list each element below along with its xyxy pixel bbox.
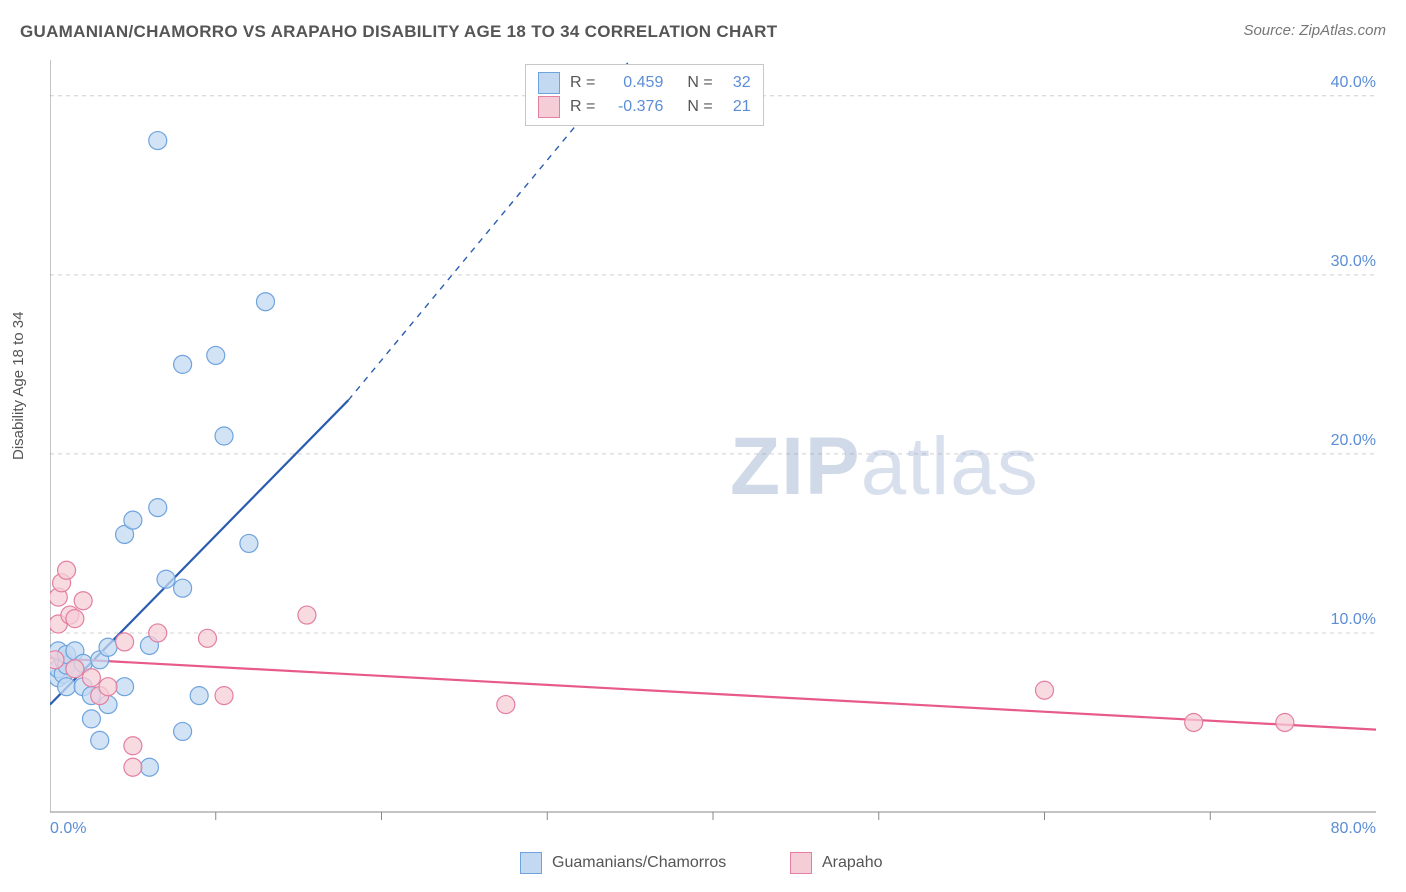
y-tick-label: 40.0%	[1331, 74, 1376, 92]
y-tick-label: 20.0%	[1331, 432, 1376, 450]
r-value: 0.459	[605, 74, 663, 92]
legend-label: Arapaho	[822, 854, 883, 872]
n-value: 21	[723, 98, 751, 116]
r-label: R =	[570, 74, 595, 92]
chart-title: GUAMANIAN/CHAMORRO VS ARAPAHO DISABILITY…	[20, 22, 777, 42]
y-tick-label: 10.0%	[1331, 611, 1376, 629]
legend-item: Guamanians/Chamorros	[520, 852, 726, 874]
n-label: N =	[687, 74, 712, 92]
legend-row: R = 0.459 N = 32	[538, 71, 751, 95]
correlation-legend: R = 0.459 N = 32 R = -0.376 N = 21	[525, 64, 764, 126]
legend-swatch	[790, 852, 812, 874]
x-tick-label: 0.0%	[50, 820, 86, 838]
legend-swatch	[538, 96, 560, 118]
legend-item: Arapaho	[790, 852, 883, 874]
source-attribution: Source: ZipAtlas.com	[1243, 22, 1386, 39]
n-value: 32	[723, 74, 751, 92]
x-tick-label: 80.0%	[1331, 820, 1376, 838]
correlation-chart: ZIPatlas R =0.459N =32R =-0.376N =21 Gua…	[50, 60, 1386, 842]
y-axis-label: Disability Age 18 to 34	[10, 312, 27, 460]
chart-svg	[50, 60, 1386, 842]
legend-row: R = -0.376 N = 21	[538, 95, 751, 119]
r-label: R =	[570, 98, 595, 116]
legend-label: Guamanians/Chamorros	[552, 854, 726, 872]
legend-swatch	[520, 852, 542, 874]
r-value: -0.376	[605, 98, 663, 116]
n-label: N =	[687, 98, 712, 116]
y-tick-label: 30.0%	[1331, 253, 1376, 271]
legend-swatch	[538, 72, 560, 94]
